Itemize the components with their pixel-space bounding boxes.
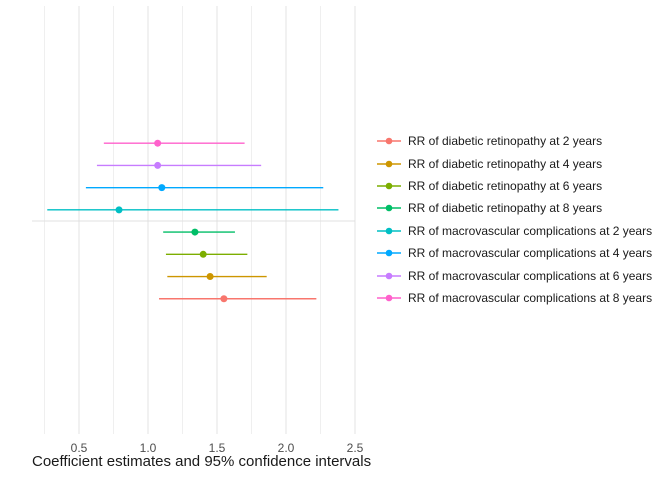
legend-item: RR of diabetic retinopathy at 6 years [377,175,652,197]
legend-key-point [385,249,393,257]
legend-item: RR of macrovascular complications at 4 y… [377,242,652,264]
legend-key-point [385,137,393,145]
legend: RR of diabetic retinopathy at 2 years RR … [377,130,652,309]
estimate-point [154,139,162,147]
legend-key-point [385,182,393,190]
estimate-point [115,206,123,214]
estimate-point [199,250,207,258]
legend-label: RR of diabetic retinopathy at 4 years [408,156,603,171]
estimate-point [191,228,199,236]
legend-key-icon [377,205,401,212]
legend-key-icon [377,294,401,302]
legend-label: RR of macrovascular complications at 6 y… [408,268,653,283]
legend-key-point [385,272,393,279]
legend-item: RR of macrovascular complications at 6 y… [377,264,652,286]
legend-item: RR of macrovascular complications at 8 y… [377,287,652,309]
legend-key-icon [377,182,401,190]
legend-label: RR of diabetic retinopathy at 8 years [408,201,603,216]
x-axis-title: Coefficient estimates and 95% confidence… [32,453,372,470]
estimate-point [154,161,162,169]
legend-item: RR of diabetic retinopathy at 8 years [377,197,652,219]
legend-key-icon [377,227,401,235]
legend-key-icon [377,249,401,257]
legend-item: RR of diabetic retinopathy at 4 years [377,152,652,174]
estimate-point [206,273,214,281]
legend-label: RR of macrovascular complications at 2 y… [408,223,653,238]
legend-key-point [385,227,393,235]
legend-item: RR of macrovascular complications at 2 y… [377,220,652,242]
legend-label: RR of diabetic retinopathy at 2 years [408,134,603,149]
x-tick-label: 1.0 [140,441,157,455]
estimate-point [220,295,228,303]
legend-key-point [385,160,393,167]
legend-key-point [385,205,393,212]
x-tick-label: 2.5 [347,441,364,455]
legend-label: RR of macrovascular complications at 8 y… [408,290,653,305]
x-tick-label: 1.5 [209,441,226,455]
legend-key-icon [377,137,401,145]
legend-key-point [385,294,393,302]
x-tick-label: 2.0 [278,441,295,455]
legend-item: RR of diabetic retinopathy at 2 years [377,130,652,152]
legend-key-icon [377,160,401,167]
estimate-point [158,184,166,192]
legend-label: RR of macrovascular complications at 4 y… [408,246,653,261]
legend-label: RR of diabetic retinopathy at 6 years [408,178,603,193]
legend-key-icon [377,272,401,279]
x-tick-label: 0.5 [71,441,88,455]
